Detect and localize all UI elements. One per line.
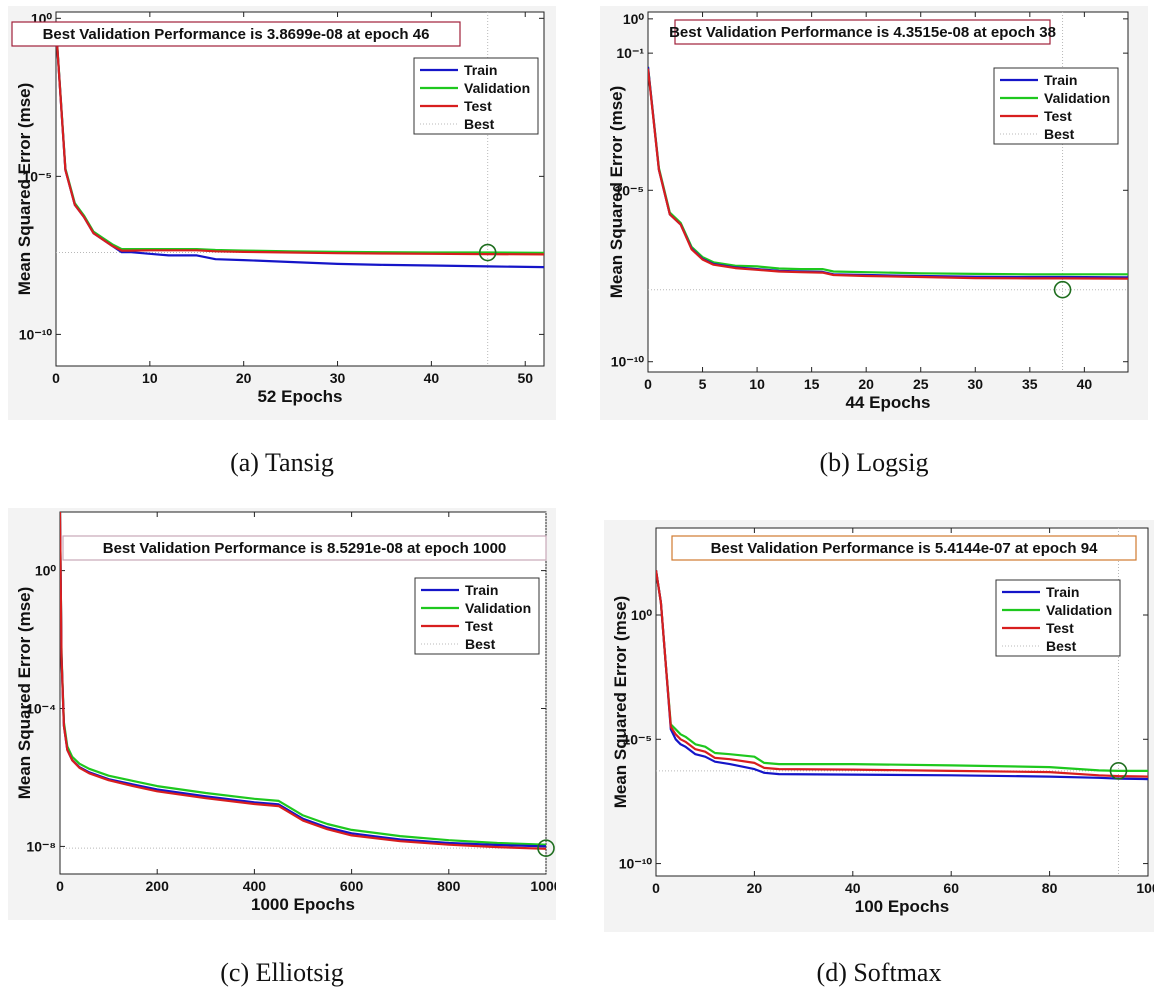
x-tick-label: 5 <box>699 376 707 392</box>
x-tick-label: 40 <box>424 370 440 386</box>
y-tick-label: 10⁻⁵ <box>622 731 652 747</box>
y-axis-label: Mean Squared Error (mse) <box>15 83 34 296</box>
legend-label-validation: Validation <box>1046 602 1112 618</box>
x-tick-label: 10 <box>142 370 158 386</box>
legend-label-best: Best <box>464 116 495 132</box>
legend-label-validation: Validation <box>464 80 530 96</box>
x-tick-label: 100 <box>1136 880 1154 896</box>
y-tick-label: 10⁻⁵ <box>614 182 644 198</box>
plot-area <box>647 11 1129 373</box>
x-axis-label: 1000 Epochs <box>251 895 355 914</box>
legend-label-best: Best <box>465 636 496 652</box>
x-tick-label: 40 <box>1077 376 1093 392</box>
x-tick-label: 35 <box>1022 376 1038 392</box>
best-point-marker <box>1109 762 1128 780</box>
title-box <box>671 535 1137 561</box>
panel-caption: (d) Softmax <box>816 958 942 987</box>
x-tick-label: 0 <box>652 880 660 896</box>
x-tick-label: 600 <box>340 878 364 894</box>
panel-caption: (a) Tansig <box>230 448 334 477</box>
y-tick-label: 10⁻⁸ <box>26 838 56 854</box>
y-tick-label: 10⁻¹⁰ <box>611 354 645 370</box>
x-tick-label: 20 <box>858 376 874 392</box>
x-tick-label: 400 <box>243 878 267 894</box>
legend-label-test: Test <box>1046 620 1074 636</box>
chart-panel-3: 0 200 400 600 800 1000 10⁰ 10⁻⁴ 10⁻⁸ 1000 Epochs M… <box>8 508 556 920</box>
x-tick-label: 800 <box>437 878 461 894</box>
plot-area <box>59 511 547 875</box>
panel-caption: (b) Logsig <box>819 448 929 477</box>
x-tick-label: 60 <box>943 880 959 896</box>
x-tick-label: 0 <box>56 878 64 894</box>
x-tick-label: 10 <box>749 376 765 392</box>
y-tick-label: 10⁰ <box>623 11 645 27</box>
x-tick-label: 200 <box>146 878 170 894</box>
legend-label-best: Best <box>1046 638 1077 654</box>
legend-label-test: Test <box>1044 108 1072 124</box>
series-line-validation <box>648 66 1128 276</box>
y-tick-label: 10⁻¹⁰ <box>619 856 653 872</box>
chart-panel-1: 0 10 20 30 40 50 10⁰ 10⁻⁵ 10⁻¹⁰ 52 Epochs Mean Squ… <box>8 6 556 420</box>
series-line-test <box>648 68 1128 280</box>
chart-title: Best Validation Performance is 3.8699e-0… <box>43 26 430 43</box>
series-line-test <box>656 570 1148 778</box>
legend-label-test: Test <box>464 98 492 114</box>
best-point-marker <box>537 839 555 857</box>
x-tick-label: 30 <box>330 370 346 386</box>
y-axis-label: Mean Squared Error (mse) <box>15 587 34 800</box>
y-axis-label: Mean Squared Error (mse) <box>607 86 626 299</box>
chart-panel-2: 0 5 10 15 20 25 30 35 40 10⁰ 10⁻¹ 10⁻⁵ 10⁻¹⁰ 44 Epoch… <box>600 6 1148 420</box>
x-axis-label: 44 Epochs <box>845 393 930 412</box>
x-tick-label: 1000 <box>530 878 556 894</box>
x-tick-label: 50 <box>517 370 533 386</box>
legend-label-train: Train <box>464 62 497 78</box>
legend-label-train: Train <box>1044 72 1077 88</box>
y-tick-label: 10⁻⁴ <box>26 701 56 717</box>
y-axis-label: Mean Squared Error (mse) <box>611 596 630 809</box>
legend-label-validation: Validation <box>465 600 531 616</box>
x-tick-label: 0 <box>644 376 652 392</box>
x-tick-label: 20 <box>747 880 763 896</box>
chart-title: Best Validation Performance is 4.3515e-0… <box>669 24 1056 41</box>
x-axis-label: 100 Epochs <box>855 897 950 916</box>
legend-label-test: Test <box>465 618 493 634</box>
series-line-test <box>60 512 546 850</box>
legend-box <box>995 579 1121 657</box>
chart-panel-4: 0 20 40 60 80 100 10⁰ 10⁻⁵ 10⁻¹⁰ 100 Epochs Mean S… <box>604 520 1154 932</box>
panel-caption: (c) Elliotsig <box>220 958 344 987</box>
x-tick-label: 0 <box>52 370 60 386</box>
chart-title: Best Validation Performance is 5.4144e-0… <box>711 540 1099 557</box>
best-point-marker <box>478 243 497 262</box>
x-tick-label: 30 <box>967 376 983 392</box>
x-axis-label: 52 Epochs <box>257 387 342 406</box>
x-tick-label: 20 <box>236 370 252 386</box>
x-tick-label: 25 <box>913 376 929 392</box>
series-line-test <box>56 27 544 256</box>
legend-label-best: Best <box>1044 126 1075 142</box>
x-tick-label: 40 <box>845 880 861 896</box>
chart-title: Best Validation Performance is 8.5291e-0… <box>103 540 507 557</box>
title-box <box>62 535 547 561</box>
legend-box <box>413 57 539 135</box>
best-point-marker <box>1053 280 1072 299</box>
legend-label-train: Train <box>465 582 498 598</box>
title-box <box>11 21 461 47</box>
x-tick-label: 80 <box>1042 880 1058 896</box>
x-tick-label: 15 <box>804 376 820 392</box>
chart-svg-2: 0 5 10 15 20 25 30 35 40 10⁰ 10⁻¹ 10⁻⁵ 10⁻¹⁰ 44 Epoch… <box>607 11 1129 412</box>
legend-label-validation: Validation <box>1044 90 1110 106</box>
y-tick-label: 10⁰ <box>631 607 653 623</box>
chart-svg-4: 0 20 40 60 80 100 10⁰ 10⁻⁵ 10⁻¹⁰ 100 Epochs Mean S… <box>611 527 1154 916</box>
legend-label-train: Train <box>1046 584 1079 600</box>
y-tick-label: 10⁰ <box>35 563 57 579</box>
chart-svg-3: 0 200 400 600 800 1000 10⁰ 10⁻⁴ 10⁻⁸ 1000 Epochs M… <box>15 511 556 914</box>
series-line-train <box>656 570 1148 781</box>
y-tick-label: 10⁻⁵ <box>22 168 52 184</box>
y-tick-label: 10⁻¹ <box>616 45 644 61</box>
y-tick-label: 10⁻¹⁰ <box>19 326 53 342</box>
title-box <box>674 19 1051 45</box>
